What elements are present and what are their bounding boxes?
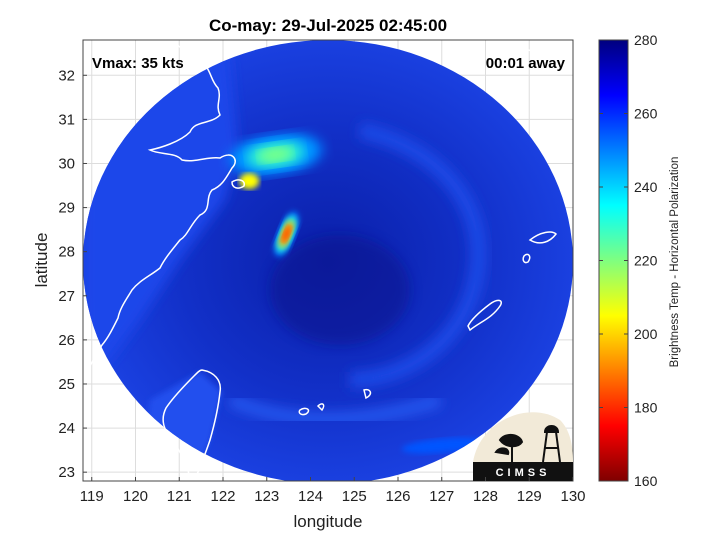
x-axis-label: longitude [293,512,362,531]
feature-contour [259,147,292,162]
vmax-label: Vmax: 35 kts [92,55,184,72]
logo-tower-icon [542,425,561,463]
colorbar-tick-label: 240 [634,179,658,195]
x-tick-label: 127 [429,488,454,505]
storm-center-region [270,235,410,345]
time-away-label: 00:01 away [486,55,566,72]
logo-dish-icon [494,434,524,462]
colorbar-tick-label: 280 [634,32,658,48]
spiral-band-east [349,122,487,388]
cimss-logo: CIMSS [473,412,573,481]
colorbar-tick-label: 180 [634,400,658,416]
y-tick-label: 28 [58,244,75,261]
y-tick-label: 24 [58,420,75,437]
colorbar-tick-label: 220 [634,253,658,269]
feature-cold-convective-core [274,211,299,257]
japan-outline-north [499,40,573,63]
x-tick-label: 122 [210,488,235,505]
colorbar-ticks: 160 180 200 220 240 260 280 [599,32,658,489]
colorbar-tick-label: 200 [634,326,658,342]
feature-northern-convective-band [227,133,324,176]
y-tick-label: 25 [58,376,75,393]
ryukyu-south-islets [298,388,372,416]
y-tick-label: 31 [58,111,75,128]
feature-contour [282,226,291,242]
x-tick-label: 119 [80,488,104,505]
colorbar-tick-label: 160 [634,473,658,489]
y-tick-label: 23 [58,464,75,481]
kyushu-island [528,231,557,244]
x-tick-label: 128 [473,488,498,505]
y-tick-label: 32 [58,67,75,84]
china-coastline [83,40,236,391]
y-tick-label: 30 [58,155,75,172]
x-tick-label: 125 [342,488,367,505]
spiral-band-south [227,394,442,425]
y-tick-label: 29 [58,200,75,217]
x-tick-label: 124 [298,488,323,505]
taiwan-outline [162,369,222,480]
x-tick-label: 123 [254,488,279,505]
y-tick-label: 26 [58,332,75,349]
colorbar-tick-label: 260 [634,106,658,122]
colorbar [598,39,629,482]
y-axis: 23 24 25 26 27 28 29 30 31 32 [58,67,87,481]
coastlines [83,40,573,480]
colorbar-label: Brightness Temp - Horizontal Polarizatio… [669,157,681,368]
x-axis: 119 120 121 122 123 124 125 126 127 128 129 130 [80,477,586,505]
y-axis-label: latitude [32,233,51,288]
logo-text: CIMSS [496,467,551,479]
x-tick-label: 120 [123,488,148,505]
logo-bar [473,462,573,481]
zhoushan-islands [231,179,246,189]
islet-east [522,253,531,264]
x-tick-label: 121 [167,488,192,505]
okinawa-islands [467,299,502,332]
x-tick-label: 129 [517,488,542,505]
x-tick-label: 130 [560,488,585,505]
y-tick-label: 27 [58,288,75,305]
x-tick-label: 126 [385,488,410,505]
plot-frame [82,39,574,482]
chart-title: Co-may: 29-Jul-2025 02:45:00 [209,16,447,35]
